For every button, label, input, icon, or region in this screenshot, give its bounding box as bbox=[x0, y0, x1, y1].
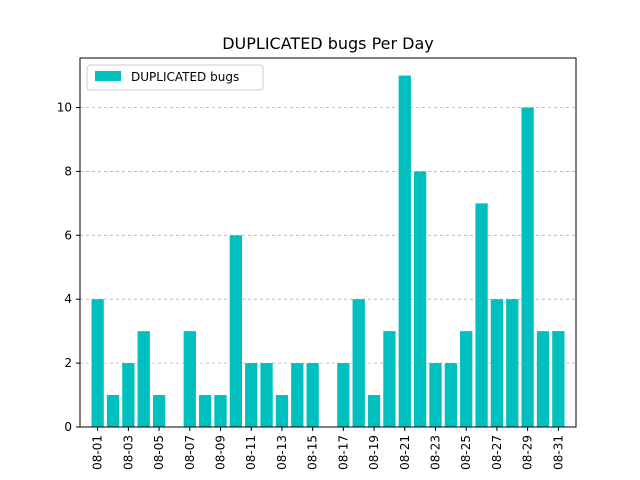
x-tick-label: 08-23 bbox=[428, 435, 442, 470]
bar-08-10 bbox=[229, 235, 243, 427]
bar-08-19 bbox=[367, 395, 381, 427]
x-tick-label: 08-27 bbox=[490, 435, 504, 470]
bar-08-03 bbox=[122, 363, 135, 427]
y-tick-label: 10 bbox=[57, 101, 72, 115]
x-tick-label: 08-15 bbox=[306, 435, 320, 470]
legend-box bbox=[86, 64, 264, 91]
bar-08-20 bbox=[383, 331, 396, 427]
x-tick-label: 08-07 bbox=[183, 435, 197, 470]
bar-08-29 bbox=[521, 107, 534, 428]
bar-08-27 bbox=[490, 299, 504, 427]
bar-08-12 bbox=[260, 363, 273, 427]
bar-08-24 bbox=[444, 363, 457, 427]
x-tick-label: 08-31 bbox=[551, 435, 565, 470]
y-tick-label: 8 bbox=[64, 164, 72, 178]
bar-08-28 bbox=[506, 299, 519, 427]
plot-frame bbox=[79, 57, 577, 428]
legend-label: DUPLICATED bugs bbox=[131, 70, 239, 84]
bar-08-30 bbox=[536, 331, 550, 427]
bar-08-17 bbox=[337, 363, 350, 427]
x-tick-label: 08-05 bbox=[152, 435, 166, 470]
x-tick-label: 08-01 bbox=[91, 435, 105, 470]
x-tick-label: 08-09 bbox=[214, 435, 228, 470]
bar-08-01 bbox=[91, 299, 104, 427]
bar-08-22 bbox=[413, 171, 427, 427]
bar-08-11 bbox=[245, 363, 258, 427]
bars bbox=[91, 75, 565, 428]
bar-08-08 bbox=[199, 395, 212, 427]
x-tick-label: 08-11 bbox=[244, 435, 258, 470]
x-axis-ticks: 08-01 08-03 08-05 08-07 08-09 08-11 08-13 08-15… bbox=[91, 427, 565, 470]
bar-08-25 bbox=[460, 331, 473, 427]
x-tick-label: 08-25 bbox=[459, 435, 473, 470]
bar-08-23 bbox=[429, 363, 442, 427]
bar-08-05 bbox=[152, 395, 166, 427]
bar-08-09 bbox=[214, 395, 227, 427]
bar-08-02 bbox=[106, 395, 120, 427]
y-axis-ticks: 0 2 4 6 8 10 bbox=[57, 101, 80, 434]
bar-08-18 bbox=[352, 299, 365, 427]
y-tick-label: 2 bbox=[64, 356, 72, 370]
x-tick-label: 08-17 bbox=[336, 435, 350, 470]
x-tick-label: 08-21 bbox=[398, 435, 412, 470]
y-tick-label: 6 bbox=[64, 228, 72, 242]
y-tick-label: 4 bbox=[64, 292, 72, 306]
bar-08-15 bbox=[306, 363, 319, 427]
x-tick-label: 08-19 bbox=[367, 435, 381, 470]
x-tick-label: 08-29 bbox=[521, 435, 535, 470]
bar-08-26 bbox=[475, 203, 488, 427]
chart-title: DUPLICATED bugs Per Day bbox=[222, 34, 434, 53]
y-tick-label: 0 bbox=[64, 420, 72, 434]
bar-08-31 bbox=[552, 331, 565, 427]
bar-08-13 bbox=[275, 395, 289, 427]
bar-08-04 bbox=[137, 331, 150, 427]
bar-08-07 bbox=[183, 331, 196, 427]
bar-08-21 bbox=[398, 75, 411, 428]
bar-08-14 bbox=[291, 363, 304, 427]
legend-swatch bbox=[95, 71, 121, 81]
x-tick-label: 08-13 bbox=[275, 435, 289, 470]
x-tick-label: 08-03 bbox=[121, 435, 135, 470]
legend: DUPLICATED bugs bbox=[86, 64, 264, 91]
